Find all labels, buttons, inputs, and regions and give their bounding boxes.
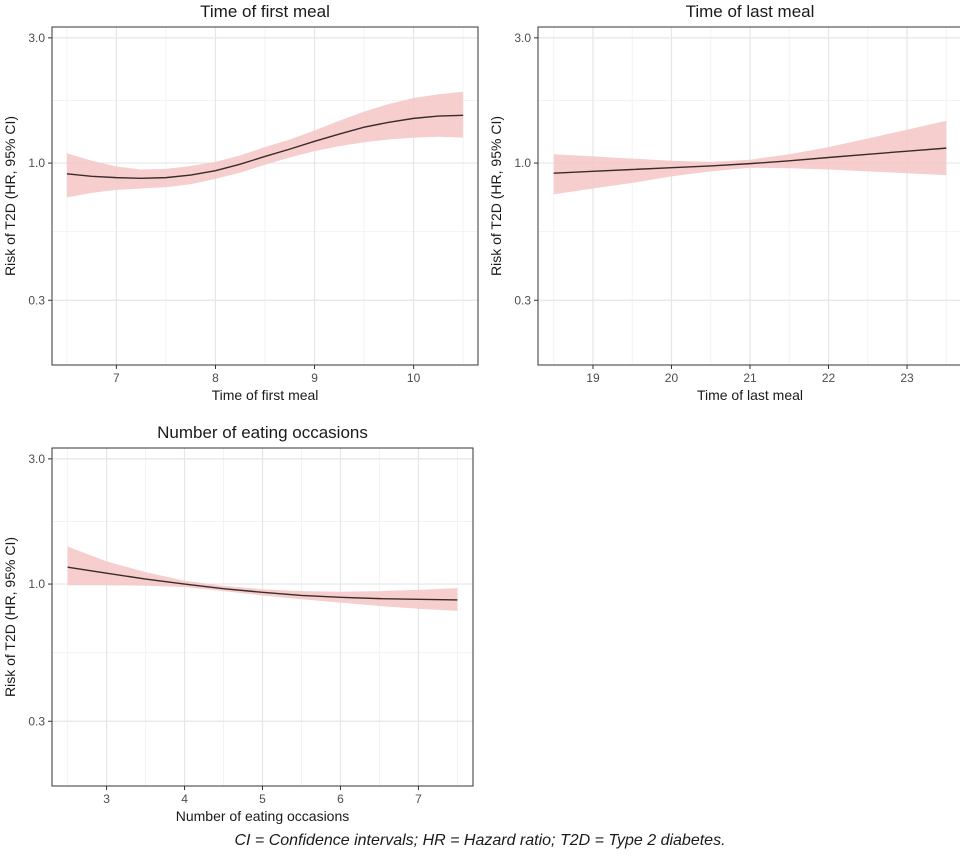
x-axis-label: Time of last meal: [697, 387, 803, 403]
x-tick-label: 10: [407, 371, 421, 385]
y-tick-label: 0.3: [514, 293, 531, 307]
x-axis-label: Number of eating occasions: [176, 808, 350, 824]
y-tick-label: 1.0: [28, 156, 45, 170]
x-tick-label: 20: [665, 371, 679, 385]
panel-border: [537, 26, 960, 366]
panel-border: [51, 26, 479, 366]
chart-title: Time of first meal: [200, 2, 330, 21]
x-axis-label: Time of first meal: [212, 387, 319, 403]
y-tick-label: 0.3: [28, 293, 45, 307]
y-tick-label: 1.0: [514, 156, 531, 170]
x-tick-label: 7: [415, 792, 422, 806]
x-tick-label: 23: [900, 371, 914, 385]
chart-panel-2: 19 20 21 22 23 0.3 1.0 3.0 Time of last meal Time…: [488, 2, 960, 403]
hr-line: [553, 147, 947, 174]
chart-panel-1: 7 8 9 10 0.3 1.0 3.0 Time of first meal Time of …: [2, 2, 479, 403]
x-tick-label: 8: [212, 371, 219, 385]
x-tick-label: 7: [113, 371, 120, 385]
ci-ribbon: [553, 120, 947, 195]
x-tick-label: 9: [311, 371, 318, 385]
x-tick-label: 19: [586, 371, 600, 385]
x-tick-label: 6: [337, 792, 344, 806]
hr-line: [66, 114, 464, 179]
hr-line: [67, 566, 458, 601]
chart-title: Time of last meal: [686, 2, 815, 21]
chart-title: Number of eating occasions: [157, 423, 368, 442]
y-axis-label: Risk of T2D (HR, 95% CI): [2, 537, 18, 697]
y-tick-label: 3.0: [28, 452, 45, 466]
figure-caption: CI = Confidence intervals; HR = Hazard r…: [234, 832, 726, 849]
y-tick-label: 1.0: [28, 577, 45, 591]
y-axis-label: Risk of T2D (HR, 95% CI): [2, 116, 18, 276]
x-tick-label: 4: [181, 792, 188, 806]
ci-ribbon: [66, 91, 464, 198]
ci-ribbon: [67, 546, 458, 611]
chart-panel-3: 3 4 5 6 7 0.3 1.0 3.0 Number of eating occasions…: [2, 423, 474, 824]
x-tick-label: 22: [822, 371, 836, 385]
y-axis-label: Risk of T2D (HR, 95% CI): [488, 116, 504, 276]
y-tick-label: 3.0: [28, 31, 45, 45]
x-tick-label: 5: [259, 792, 266, 806]
x-tick-label: 21: [743, 371, 757, 385]
x-tick-label: 3: [103, 792, 110, 806]
y-tick-label: 0.3: [28, 714, 45, 728]
y-tick-label: 3.0: [514, 31, 531, 45]
